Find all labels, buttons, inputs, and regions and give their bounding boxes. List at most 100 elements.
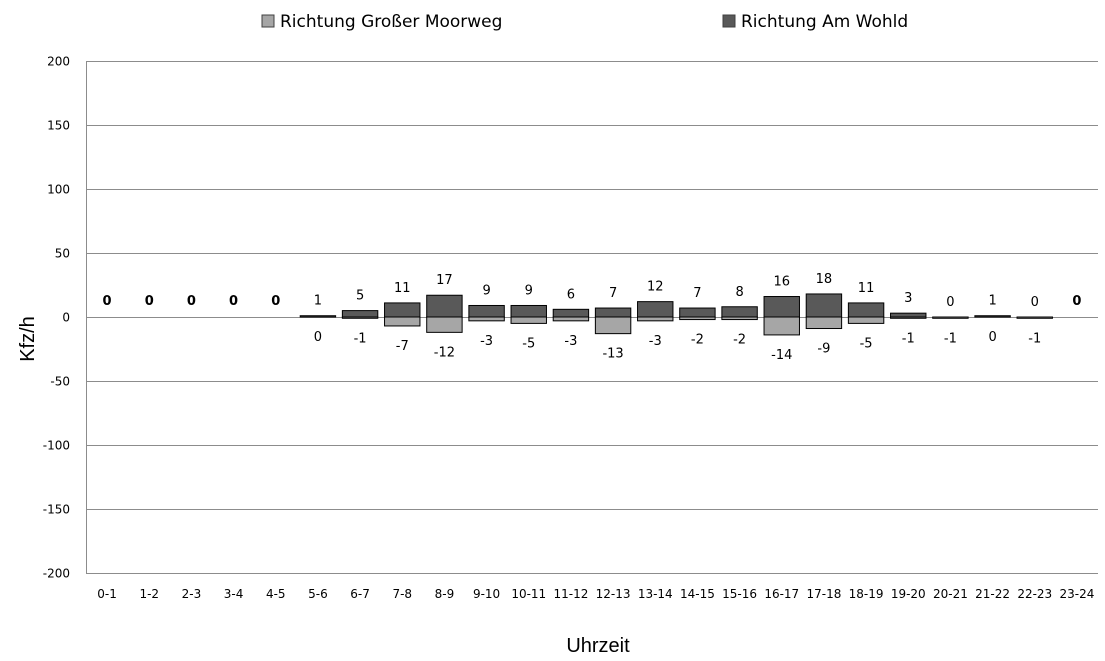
bar-am-wohld — [890, 312, 927, 318]
value-label-grosser-moorweg: -5 — [522, 336, 535, 351]
x-tick-label: 15-16 — [722, 587, 757, 601]
value-label-total: 0 — [271, 294, 280, 309]
bar-am-wohld — [426, 294, 463, 318]
x-tick-label: 21-22 — [975, 587, 1010, 601]
x-axis-title: Uhrzeit — [566, 635, 630, 657]
x-tick-label: 13-14 — [638, 587, 673, 601]
value-label-grosser-moorweg: -9 — [817, 342, 830, 357]
value-label-grosser-moorweg: 0 — [988, 330, 996, 345]
bar-grosser-moorweg — [426, 316, 463, 333]
bar-am-wohld — [552, 308, 590, 318]
x-tick-label: 7-8 — [392, 587, 412, 601]
value-label-am-wohld: 11 — [858, 281, 875, 296]
value-label-am-wohld: 9 — [482, 283, 490, 298]
value-label-am-wohld: 8 — [735, 285, 743, 300]
value-label-am-wohld: 3 — [904, 291, 912, 306]
x-tick-label: 9-10 — [473, 587, 500, 601]
y-tick-label: 200 — [47, 55, 70, 69]
x-tick-label: 2-3 — [182, 587, 202, 601]
bar-grosser-moorweg — [721, 316, 758, 321]
x-tick-label: 1-2 — [139, 587, 159, 601]
x-tick-label: 10-11 — [511, 587, 546, 601]
value-label-am-wohld: 0 — [946, 295, 954, 310]
value-label-am-wohld: 17 — [436, 273, 453, 288]
bar-am-wohld — [594, 307, 632, 318]
y-tick-label: 100 — [47, 183, 70, 197]
bar-am-wohld — [637, 301, 674, 318]
x-tick-label: 19-20 — [891, 587, 926, 601]
y-tick-labels: 200 150 100 50 0 -50 -100 -150 -200 — [43, 55, 70, 581]
value-label-grosser-moorweg: 0 — [314, 330, 322, 345]
y-tick-label: 150 — [47, 119, 70, 133]
value-label-grosser-moorweg: -1 — [902, 331, 915, 346]
value-label-am-wohld: 7 — [693, 286, 701, 301]
value-labels: 0 0 0 0 0 105-111-717-129-39-56-37-1312-37-28… — [103, 272, 1082, 363]
y-tick-label: -150 — [43, 503, 70, 517]
legend-swatch-grosser-moorweg — [261, 14, 275, 28]
legend: Richtung Großer Moorweg Richtung Am Wohl… — [261, 12, 908, 32]
value-label-am-wohld: 11 — [394, 281, 411, 296]
value-label-am-wohld: 12 — [647, 280, 664, 295]
value-label-total: 0 — [187, 294, 196, 309]
legend-swatch-am-wohld — [722, 14, 736, 28]
value-label-am-wohld: 16 — [773, 275, 790, 290]
value-label-grosser-moorweg: -12 — [434, 345, 455, 360]
x-tick-label: 8-9 — [435, 587, 455, 601]
legend-label-grosser-moorweg: Richtung Großer Moorweg — [280, 12, 502, 32]
x-tick-label: 18-19 — [849, 587, 884, 601]
x-tick-label: 22-23 — [1017, 587, 1052, 601]
y-axis-title: Kfz/h — [17, 316, 39, 362]
x-tick-label: 6-7 — [350, 587, 370, 601]
bar-grosser-moorweg — [932, 316, 969, 319]
bars — [299, 293, 1053, 336]
legend-label-am-wohld: Richtung Am Wohld — [741, 12, 908, 32]
x-tick-label: 17-18 — [806, 587, 841, 601]
value-label-grosser-moorweg: -14 — [771, 348, 792, 363]
value-label-am-wohld: 18 — [816, 272, 833, 287]
bar-grosser-moorweg — [510, 316, 547, 324]
bar-am-wohld — [805, 293, 843, 318]
bar-grosser-moorweg — [594, 316, 632, 335]
x-tick-label: 4-5 — [266, 587, 286, 601]
value-label-grosser-moorweg: -1 — [944, 331, 957, 346]
value-label-grosser-moorweg: -1 — [1028, 331, 1041, 346]
x-tick-label: 5-6 — [308, 587, 328, 601]
value-label-am-wohld: 0 — [1031, 295, 1039, 310]
x-tick-label: 20-21 — [933, 587, 968, 601]
bar-am-wohld — [299, 315, 337, 318]
bar-am-wohld — [763, 296, 800, 318]
x-tick-label: 14-15 — [680, 587, 715, 601]
value-label-am-wohld: 7 — [609, 286, 617, 301]
x-tick-label: 12-13 — [596, 587, 631, 601]
value-label-total: 0 — [103, 294, 112, 309]
bar-am-wohld — [510, 304, 547, 318]
value-label-am-wohld: 1 — [988, 294, 996, 309]
value-label-total: 0 — [229, 294, 238, 309]
bar-grosser-moorweg — [847, 316, 885, 324]
value-label-grosser-moorweg: -3 — [564, 334, 577, 349]
value-label-am-wohld: 9 — [525, 283, 533, 298]
value-label-grosser-moorweg: -5 — [860, 336, 873, 351]
bar-grosser-moorweg — [763, 316, 800, 336]
bar-am-wohld — [847, 302, 885, 318]
bar-grosser-moorweg — [679, 316, 716, 321]
bar-am-wohld — [679, 307, 716, 318]
y-tick-label: 50 — [55, 247, 70, 261]
value-label-grosser-moorweg: -1 — [354, 331, 367, 346]
bar-grosser-moorweg — [468, 316, 505, 322]
bar-grosser-moorweg — [890, 316, 927, 319]
bar-grosser-moorweg — [552, 316, 590, 322]
x-tick-label: 0-1 — [97, 587, 117, 601]
value-label-am-wohld: 5 — [356, 289, 364, 304]
bar-grosser-moorweg — [341, 316, 379, 319]
bar-am-wohld — [721, 306, 758, 318]
bar-am-wohld — [341, 310, 379, 318]
value-label-grosser-moorweg: -13 — [602, 347, 623, 362]
gridlines — [86, 61, 1098, 574]
bar-grosser-moorweg — [805, 316, 843, 330]
value-label-grosser-moorweg: -7 — [396, 339, 409, 354]
x-tick-label: 3-4 — [224, 587, 244, 601]
value-label-grosser-moorweg: -2 — [733, 333, 746, 348]
value-label-grosser-moorweg: -3 — [649, 334, 662, 349]
y-tick-label: -50 — [50, 375, 70, 389]
